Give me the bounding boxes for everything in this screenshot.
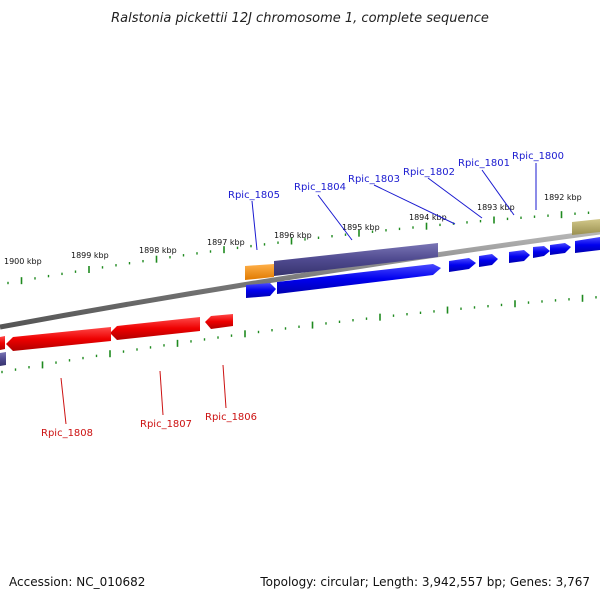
feature-purple-edge[interactable]	[0, 352, 6, 366]
label-rpic-1806[interactable]: Rpic_1806	[205, 412, 257, 423]
kbp-label-1892: 1892 kbp	[544, 193, 582, 202]
label-rpic-1807[interactable]: Rpic_1807	[140, 419, 192, 430]
kbp-label-1895: 1895 kbp	[342, 223, 380, 232]
gene-rpic-1801b[interactable]	[533, 246, 550, 258]
label-rpic-1808[interactable]: Rpic_1808	[41, 428, 93, 439]
leader-rpic-1803	[373, 184, 456, 225]
gene-rpic-1802[interactable]	[479, 254, 498, 267]
leader-rpic-1805	[251, 200, 258, 251]
forward-strand-genes	[246, 237, 600, 298]
feature-operon-purple[interactable]	[274, 243, 438, 276]
label-rpic-1804[interactable]: Rpic_1804	[294, 182, 346, 193]
gene-reverse-edge[interactable]	[0, 336, 5, 350]
label-rpic-1803[interactable]: Rpic_1803	[348, 174, 400, 185]
reverse-strand-genes	[0, 314, 233, 366]
gene-rpic-1800[interactable]	[550, 243, 571, 255]
gene-rpic-1801a[interactable]	[509, 250, 530, 263]
feature-khaki[interactable]	[572, 219, 600, 235]
gene-rpic-1806[interactable]	[205, 314, 233, 329]
leader-rpic-1804	[317, 194, 353, 241]
gene-forward-edge[interactable]	[575, 237, 600, 253]
label-rpic-1802[interactable]: Rpic_1802	[403, 167, 455, 178]
leader-rpic-1808	[60, 377, 67, 425]
kbp-label-1897: 1897 kbp	[207, 238, 245, 247]
gene-rpic-1803[interactable]	[449, 258, 476, 272]
gene-rpic-1805[interactable]	[246, 283, 276, 298]
map-title: Ralstonia pickettii 12J chromosome 1, co…	[111, 11, 489, 26]
kbp-label-1900: 1900 kbp	[4, 257, 42, 266]
feature-orange[interactable]	[245, 264, 274, 280]
gene-rpic-1807[interactable]	[110, 317, 200, 340]
label-rpic-1800[interactable]: Rpic_1800	[512, 151, 564, 162]
kbp-label-1893: 1893 kbp	[477, 203, 515, 212]
chromosome-backbone	[0, 229, 600, 330]
kbp-label-1896: 1896 kbp	[274, 231, 312, 240]
outer-tick-track	[7, 211, 590, 285]
leader-rpic-1801	[481, 169, 515, 216]
kbp-label-1899: 1899 kbp	[71, 251, 109, 260]
gene-rpic-1808[interactable]	[6, 327, 111, 351]
label-rpic-1805[interactable]: Rpic_1805	[228, 190, 280, 201]
leader-rpic-1806	[222, 364, 227, 409]
leader-rpic-1802	[427, 177, 483, 219]
forward-gene-labels: Rpic_1805 Rpic_1804 Rpic_1803 Rpic_1802 …	[228, 151, 564, 251]
label-rpic-1801[interactable]: Rpic_1801	[458, 158, 510, 169]
gene-rpic-1804[interactable]	[277, 264, 441, 294]
reverse-gene-labels: Rpic_1806 Rpic_1807 Rpic_1808	[41, 364, 257, 439]
kbp-scale: 1892 kbp 1893 kbp 1894 kbp 1895 kbp 1896…	[4, 193, 582, 266]
kbp-label-1898: 1898 kbp	[139, 246, 177, 255]
kbp-label-1894: 1894 kbp	[409, 213, 447, 222]
topology-text: Topology: circular; Length: 3,942,557 bp…	[259, 575, 590, 589]
accession-text: Accession: NC_010682	[9, 575, 145, 589]
inner-tick-track	[1, 294, 597, 374]
leader-rpic-1807	[159, 370, 164, 416]
